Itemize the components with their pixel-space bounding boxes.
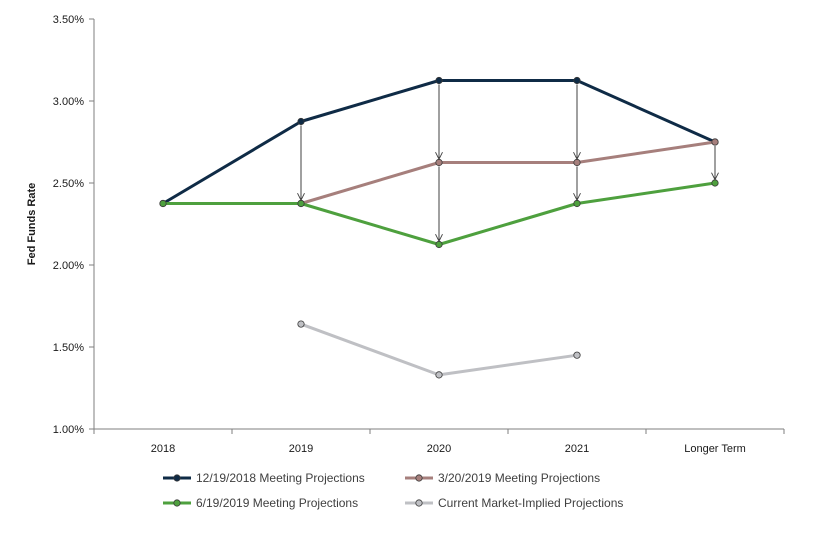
legend-entry: 6/19/2019 Meeting Projections (163, 496, 358, 510)
legend-marker (415, 499, 423, 507)
x-tick-label: 2019 (289, 443, 313, 455)
legend-label: Current Market-Implied Projections (438, 496, 623, 510)
series-line-2 (300, 140, 716, 205)
data-point (435, 158, 443, 167)
x-tick-label: 2020 (427, 443, 451, 455)
data-point (297, 199, 305, 208)
legend-marker (173, 474, 181, 482)
legend-marker (415, 474, 423, 482)
y-tick-label: 3.50% (53, 14, 84, 26)
series-line-4 (300, 322, 578, 377)
data-point (435, 240, 443, 249)
y-tick-label: 2.00% (53, 260, 84, 272)
legend-marker (173, 499, 181, 507)
data-point (297, 117, 305, 126)
y-tick-label: 3.00% (53, 96, 84, 108)
data-point (711, 138, 719, 146)
x-tick-label: 2018 (151, 443, 175, 455)
y-tick-label: 1.00% (53, 424, 84, 436)
legend-label: 3/20/2019 Meeting Projections (438, 471, 600, 485)
y-tick-label: 2.50% (53, 178, 84, 190)
data-point (297, 320, 305, 328)
data-point (435, 76, 443, 85)
legend-label: 12/19/2018 Meeting Projections (196, 471, 365, 485)
data-point (159, 199, 167, 208)
y-axis-label: Fed Funds Rate (26, 183, 38, 266)
data-point (573, 76, 581, 85)
x-tick-label: Longer Term (684, 443, 746, 455)
data-point (573, 199, 581, 208)
data-point (573, 158, 581, 167)
y-tick-label: 1.50% (53, 342, 84, 354)
x-tick-label: 2021 (565, 443, 589, 455)
legend-label: 6/19/2019 Meeting Projections (196, 496, 358, 510)
legend-entry: 3/20/2019 Meeting Projections (405, 471, 600, 485)
legend-entry: Current Market-Implied Projections (405, 496, 623, 510)
data-point (573, 351, 581, 359)
legend-entry: 12/19/2018 Meeting Projections (163, 471, 365, 485)
data-point (435, 371, 443, 379)
data-point (711, 179, 719, 187)
